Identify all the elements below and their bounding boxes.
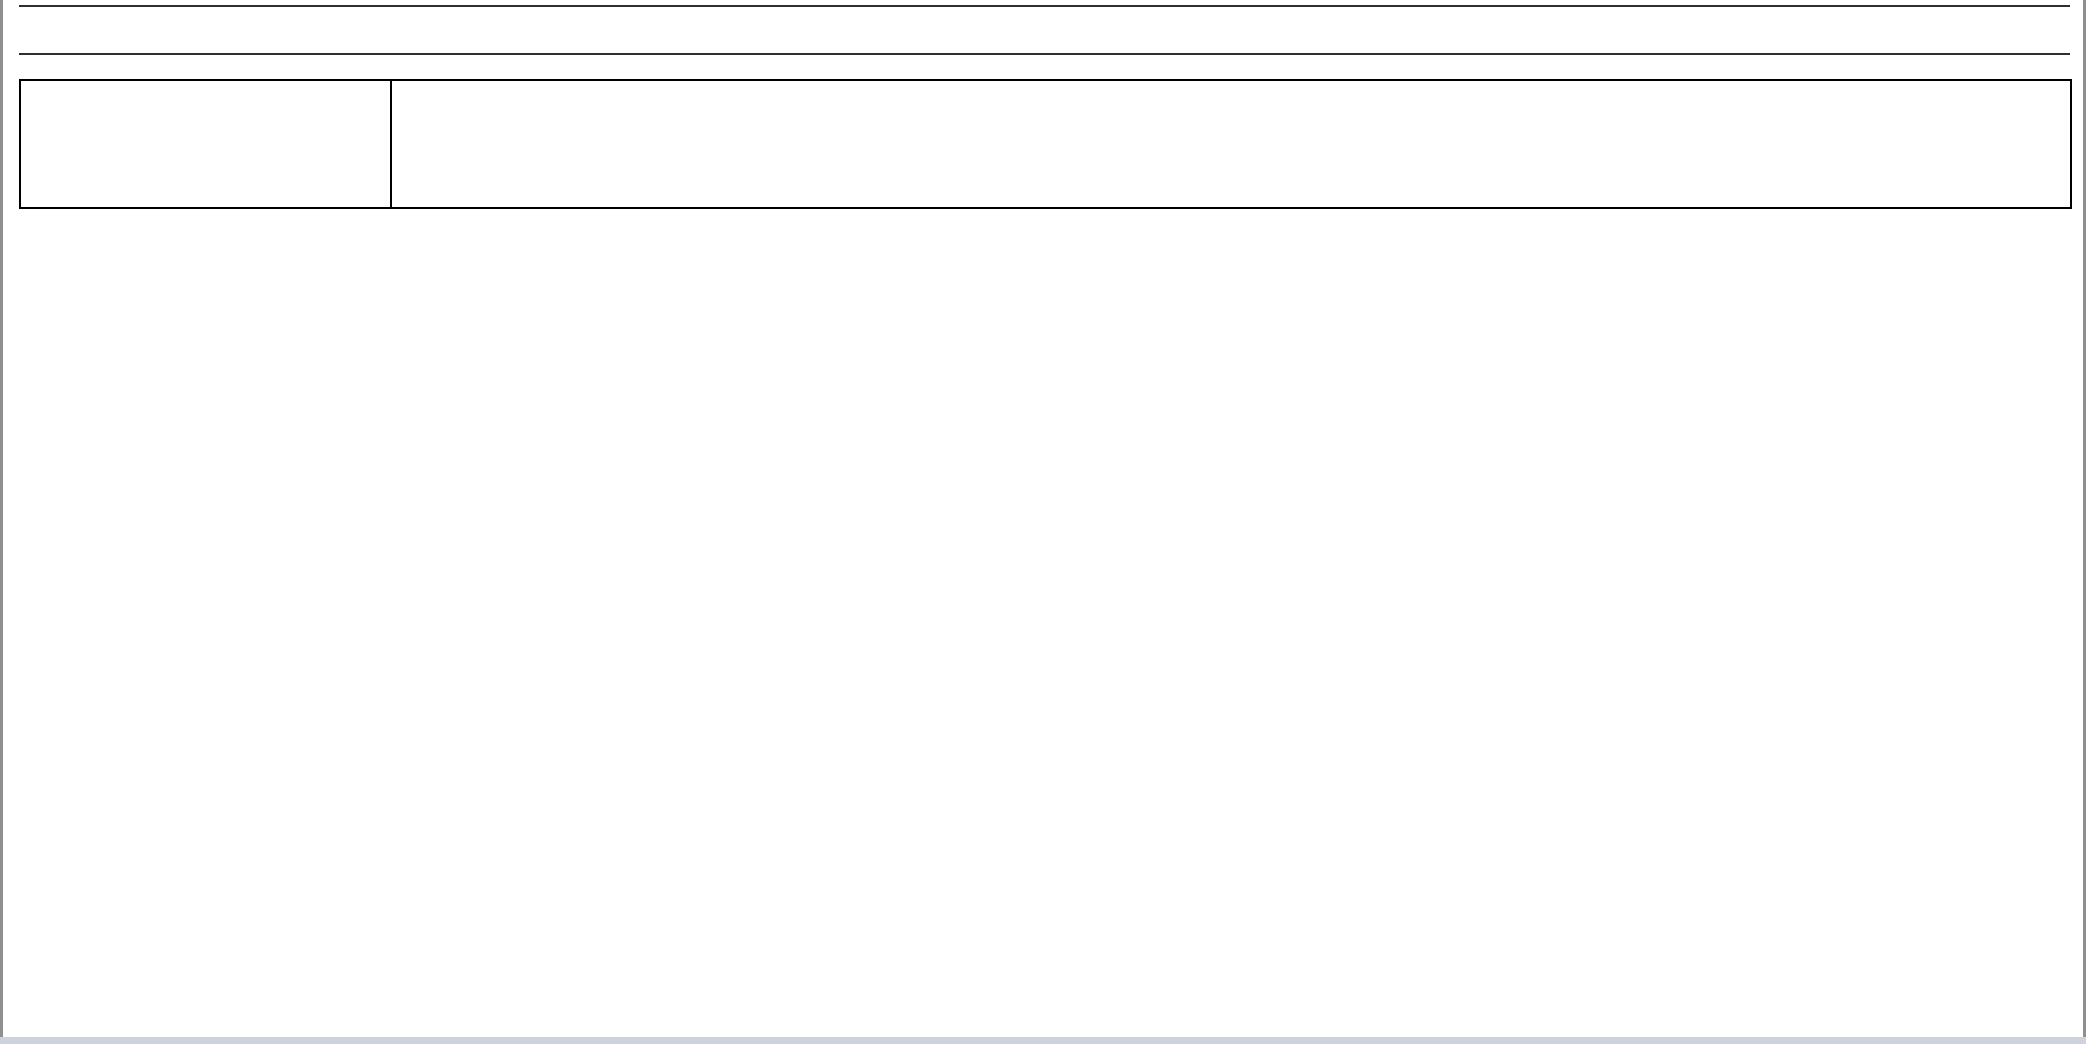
- table-description-cell[interactable]: [389, 79, 2073, 209]
- performance-table: [19, 79, 2073, 209]
- window-left-border: [0, 0, 3, 1044]
- table-header-row: [19, 79, 2073, 209]
- sheet-title-bar[interactable]: [19, 5, 2070, 55]
- orange-corner-top-right: [2067, 57, 2083, 73]
- window-bottom-strip: [0, 1037, 2086, 1044]
- orange-corner-top-left: [0, 53, 19, 69]
- window-right-border: [2083, 0, 2086, 1044]
- product-name-cell[interactable]: [19, 79, 392, 209]
